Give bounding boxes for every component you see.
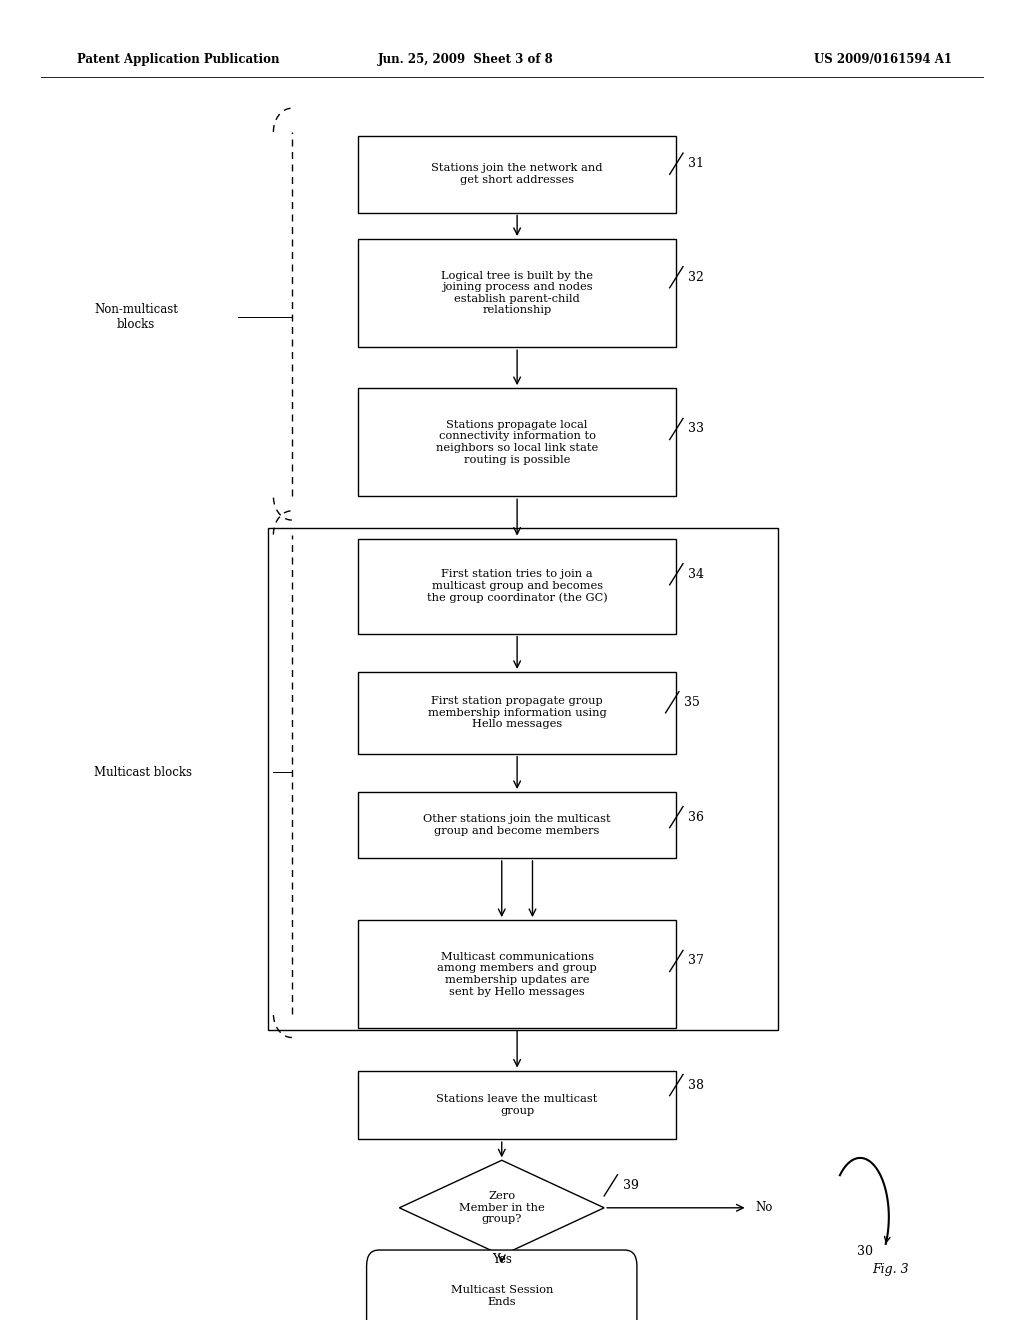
Text: Patent Application Publication: Patent Application Publication	[77, 53, 280, 66]
Text: Stations leave the multicast
group: Stations leave the multicast group	[436, 1094, 598, 1115]
Text: No: No	[756, 1201, 773, 1214]
Text: Jun. 25, 2009  Sheet 3 of 8: Jun. 25, 2009 Sheet 3 of 8	[378, 53, 554, 66]
Text: First station tries to join a
multicast group and becomes
the group coordinator : First station tries to join a multicast …	[427, 569, 607, 603]
FancyBboxPatch shape	[358, 239, 676, 347]
Polygon shape	[399, 1160, 604, 1255]
Text: 36: 36	[688, 810, 705, 824]
Text: US 2009/0161594 A1: US 2009/0161594 A1	[814, 53, 952, 66]
Text: Stations join the network and
get short addresses: Stations join the network and get short …	[431, 164, 603, 185]
Text: Yes: Yes	[492, 1253, 512, 1266]
FancyBboxPatch shape	[367, 1250, 637, 1320]
Text: 39: 39	[623, 1179, 639, 1192]
Text: Fig. 3: Fig. 3	[872, 1263, 909, 1276]
FancyBboxPatch shape	[358, 136, 676, 213]
FancyBboxPatch shape	[358, 1071, 676, 1139]
Text: 30: 30	[857, 1245, 873, 1258]
Text: Other stations join the multicast
group and become members: Other stations join the multicast group …	[423, 814, 611, 836]
Text: 37: 37	[688, 954, 705, 968]
Text: 33: 33	[688, 422, 705, 436]
FancyBboxPatch shape	[358, 672, 676, 754]
FancyBboxPatch shape	[358, 388, 676, 496]
FancyBboxPatch shape	[358, 539, 676, 634]
Text: 31: 31	[688, 157, 705, 170]
Text: 38: 38	[688, 1078, 705, 1092]
FancyBboxPatch shape	[358, 920, 676, 1028]
FancyBboxPatch shape	[358, 792, 676, 858]
Text: Zero
Member in the
group?: Zero Member in the group?	[459, 1191, 545, 1225]
Text: Multicast blocks: Multicast blocks	[94, 766, 193, 779]
Text: First station propagate group
membership information using
Hello messages: First station propagate group membership…	[428, 696, 606, 730]
Text: 35: 35	[684, 696, 700, 709]
Text: 34: 34	[688, 568, 705, 581]
Text: Logical tree is built by the
joining process and nodes
establish parent-child
re: Logical tree is built by the joining pro…	[441, 271, 593, 315]
Text: Stations propagate local
connectivity information to
neighbors so local link sta: Stations propagate local connectivity in…	[436, 420, 598, 465]
Text: Multicast Session
Ends: Multicast Session Ends	[451, 1286, 553, 1307]
Text: Multicast communications
among members and group
membership updates are
sent by : Multicast communications among members a…	[437, 952, 597, 997]
Text: Non-multicast
blocks: Non-multicast blocks	[94, 302, 178, 331]
Text: 32: 32	[688, 271, 705, 284]
